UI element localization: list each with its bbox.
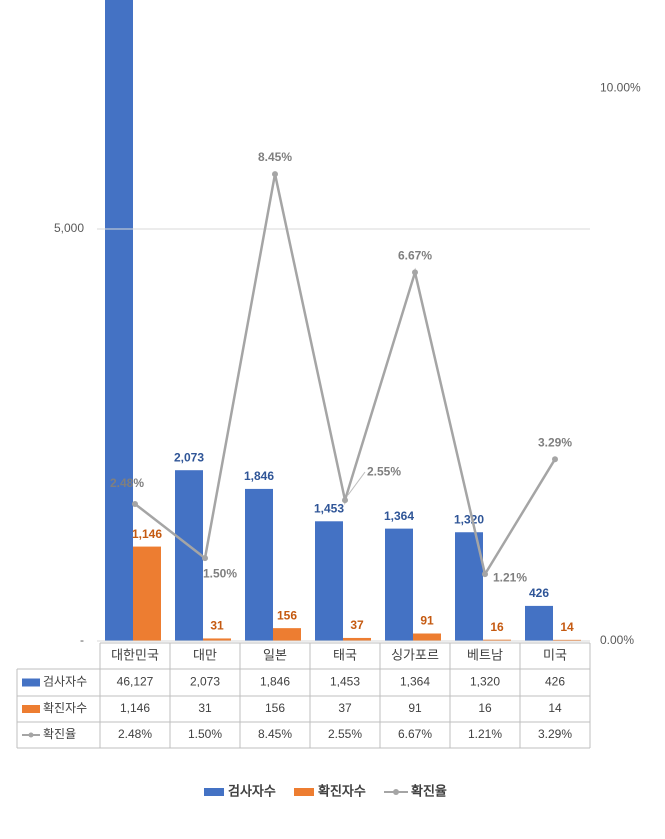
table-cell: 426 [545, 675, 565, 689]
legend-swatch [294, 788, 314, 796]
table-cell: 16 [478, 701, 492, 715]
bar-value-label: 2,073 [174, 450, 204, 464]
bar-value-label: 1,364 [384, 509, 414, 523]
line-value-label: 3.29% [538, 435, 572, 449]
line-point [412, 269, 418, 276]
bar [315, 521, 343, 641]
bar-value-label: 91 [420, 614, 434, 628]
bar [273, 628, 301, 641]
line-point [482, 571, 488, 578]
table-cell: 2.48% [118, 727, 152, 741]
table-cell: 156 [265, 701, 285, 715]
bar-value-label: 31 [210, 619, 224, 633]
line-value-label: 6.67% [398, 249, 432, 263]
line-value-label: 1.50% [203, 566, 237, 580]
line-value-label: 8.45% [258, 150, 292, 164]
bar [105, 0, 133, 641]
table-cell: 1,146 [120, 701, 150, 715]
table-cell: 46,127 [117, 675, 154, 689]
bar [483, 639, 511, 641]
legend-swatch [204, 788, 224, 796]
bar [553, 639, 581, 641]
line-point [552, 456, 558, 463]
bar-value-label: 1,146 [132, 527, 162, 541]
y2-tick-label: 10.00% [600, 81, 641, 95]
x-tick-label: 대한민국 [111, 647, 159, 662]
bar [525, 605, 553, 641]
bar [343, 637, 371, 641]
x-tick-label: 대만 [193, 647, 217, 662]
table-row-label: 확진자수 [43, 701, 87, 715]
table-cell: 37 [338, 701, 352, 715]
legend-label: 확진율 [411, 783, 447, 798]
table-legend-dot [28, 732, 34, 738]
y-tick-label: - [80, 633, 84, 647]
x-tick-label: 베트남 [467, 647, 503, 662]
table-cell: 1,846 [260, 675, 290, 689]
line-value-label: 1.21% [493, 570, 527, 584]
y2-tick-label: 0.00% [600, 633, 634, 647]
bar-value-label: 37 [350, 618, 364, 632]
table-cell: 31 [198, 701, 212, 715]
bar [385, 528, 413, 641]
legend-label: 검사자수 [228, 783, 276, 798]
bar-value-label: 1,453 [314, 501, 344, 515]
table-cell: 6.67% [398, 727, 432, 741]
bar [245, 488, 273, 641]
line-point [132, 500, 138, 507]
table-cell: 3.29% [538, 727, 572, 741]
table-cell: 2.55% [328, 727, 362, 741]
table-cell: 91 [408, 701, 422, 715]
table-cell: 14 [548, 701, 562, 715]
table-cell: 8.45% [258, 727, 292, 741]
legend-label: 확진자수 [318, 783, 366, 798]
bar [413, 633, 441, 641]
line-value-label: 2.55% [367, 464, 401, 478]
x-tick-label: 미국 [543, 647, 567, 662]
x-tick-label: 태국 [333, 647, 357, 662]
table-legend-swatch [22, 705, 40, 713]
bar-value-label: 426 [529, 586, 549, 600]
line-point [342, 497, 348, 504]
bar-value-label: 1,846 [244, 469, 274, 483]
bar-value-label: 156 [277, 608, 297, 622]
bar [175, 470, 203, 641]
table-cell: 2,073 [190, 675, 220, 689]
table-cell: 1,453 [330, 675, 360, 689]
x-tick-label: 싱가포르 [391, 647, 439, 662]
table-legend-swatch [22, 678, 40, 687]
legend-dot [393, 789, 399, 795]
table-cell: 1,320 [470, 675, 500, 689]
table-cell: 1.50% [188, 727, 222, 741]
table-cell: 1.21% [468, 727, 502, 741]
table-cell: 1,364 [400, 675, 430, 689]
bar-value-label: 16 [490, 620, 504, 634]
line-point [272, 171, 278, 178]
leader-line [347, 471, 366, 496]
bar-value-label: 1,320 [454, 512, 484, 526]
bar [133, 546, 161, 641]
plot-area [105, 0, 581, 641]
bar [203, 638, 231, 641]
bar-value-label: 14 [560, 620, 574, 634]
line-point [202, 555, 208, 562]
table-row-label: 검사자수 [43, 675, 87, 689]
y-tick-label: 5,000 [54, 221, 84, 235]
x-tick-label: 일본 [263, 647, 287, 662]
table-row-label: 확진율 [43, 727, 76, 741]
line-value-label: 2.48% [110, 476, 144, 490]
